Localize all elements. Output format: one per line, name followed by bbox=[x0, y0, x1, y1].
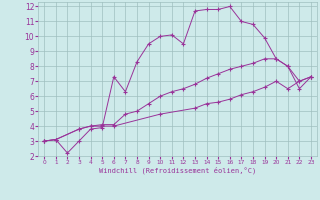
X-axis label: Windchill (Refroidissement éolien,°C): Windchill (Refroidissement éolien,°C) bbox=[99, 167, 256, 174]
